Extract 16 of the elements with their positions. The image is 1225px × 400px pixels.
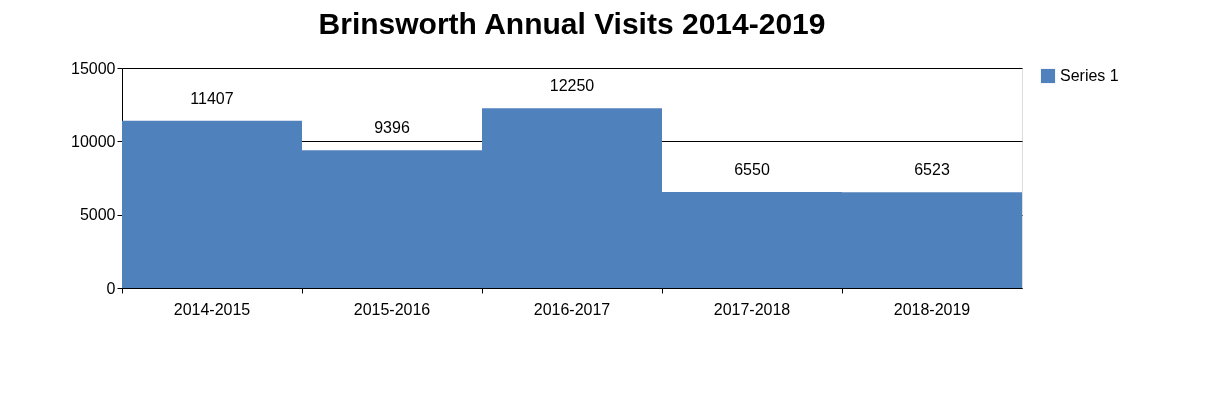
data-label: 12250 (549, 77, 595, 95)
x-tick-label: 2015-2016 (353, 300, 431, 318)
y-tick-label: 10000 (71, 132, 116, 150)
x-tick-label: 2014-2015 (173, 300, 251, 318)
y-tick-label: 0 (106, 279, 116, 297)
chart-title: Brinsworth Annual Visits 2014-2019 (318, 7, 826, 40)
x-tick-label: 2018-2019 (893, 300, 971, 318)
data-label: 11407 (190, 89, 234, 107)
y-tick-label: 5000 (79, 206, 116, 224)
data-label: 6550 (734, 160, 770, 178)
x-tick-label: 2017-2018 (713, 300, 791, 318)
data-label: 6523 (914, 161, 950, 179)
legend-label: Series 1 (1060, 67, 1119, 84)
data-label: 9396 (374, 119, 410, 137)
y-tick-label: 15000 (71, 59, 116, 77)
x-tick-label: 2016-2017 (533, 300, 611, 318)
